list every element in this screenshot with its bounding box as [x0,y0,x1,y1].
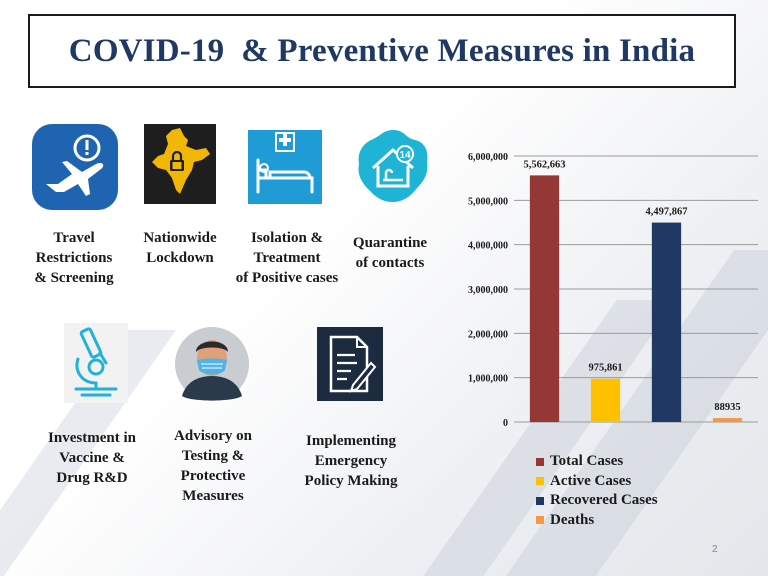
y-tick-label: 2,000,000 [468,329,508,340]
slide-title: COVID-19 & Preventive Measures in India [68,32,696,69]
legend-item: Deaths [536,511,658,531]
legend-swatch [536,477,544,486]
legend-item: Active Cases [536,472,658,492]
measure-label-policy: Implementing Emergency Policy Making [304,433,398,489]
india-map-lock-icon [144,124,216,204]
bar-recovered-cases [651,222,682,422]
y-tick-label: 1,000,000 [468,374,508,385]
y-tick-label: 6,000,000 [468,152,508,163]
legend-label: Deaths [550,511,595,528]
y-tick-label: 5,000,000 [468,196,508,207]
legend-swatch [536,496,544,505]
cases-bar-chart: 0 1,000,000 2,000,000 3,000,000 4,000,000 5,0… [468,152,758,429]
legend-swatch [536,516,544,525]
legend-label: Total Cases [550,453,624,470]
document-pen-icon [317,327,383,401]
legend-item: Recovered Cases [536,491,658,511]
bar-total-cases [529,175,560,422]
legend-swatch [536,457,544,466]
measure-label-isolation: Isolation & Treatment of Positive cases [235,230,339,286]
legend-item: Total Cases [536,452,658,472]
legend-label: Active Cases [550,472,632,489]
data-label: 5,562,663 [524,159,566,170]
legend-label: Recovered Cases [550,492,658,509]
data-label: 88935 [714,402,740,413]
home-quarantine-14-icon: 14 [358,130,428,202]
bar-deaths [712,418,743,422]
svg-text:14: 14 [399,150,411,161]
bar-active-cases [590,378,621,422]
measure-label-lockdown: Nationwide Lockdown [143,230,217,266]
measure-label-travel: Travel Restrictions & Screening [34,230,114,286]
microscope-icon [64,323,128,403]
face-mask-person-icon [175,327,249,401]
measure-label-quarantine: Quarantine of contacts [352,235,428,271]
measure-label-vaccine: Investment in Vaccine & Drug R&D [48,430,136,486]
measure-label-advisory: Advisory on Testing & Protective Measure… [174,428,252,504]
hospital-bed-icon [248,130,322,204]
title-box: COVID-19 & Preventive Measures in India [28,14,736,88]
y-tick-label: 3,000,000 [468,285,508,296]
data-label: 4,497,867 [646,207,688,218]
y-tick-label: 0 [503,418,508,429]
data-label: 975,861 [588,363,622,374]
y-tick-label: 4,000,000 [468,241,508,252]
page-number: 2 [712,544,718,555]
airplane-alert-icon [32,124,118,210]
chart-legend: Total Cases Active Cases Recovered Cases De… [536,452,658,530]
